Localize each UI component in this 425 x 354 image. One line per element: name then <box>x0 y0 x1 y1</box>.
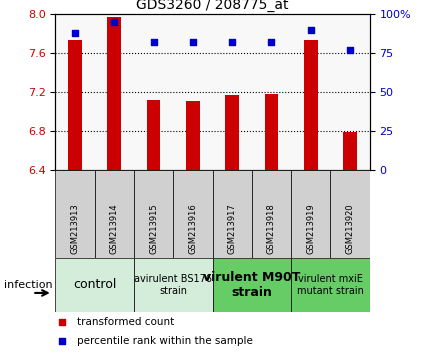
Text: GSM213913: GSM213913 <box>71 203 79 254</box>
Text: GSM213920: GSM213920 <box>346 203 354 254</box>
Text: GSM213915: GSM213915 <box>149 203 158 254</box>
Text: GSM213917: GSM213917 <box>228 203 237 254</box>
Bar <box>343 132 357 170</box>
Text: virulent M90T
strain: virulent M90T strain <box>203 271 300 299</box>
Bar <box>147 100 160 170</box>
Point <box>307 27 314 33</box>
Bar <box>212 170 252 258</box>
Bar <box>331 170 370 258</box>
Point <box>268 39 275 45</box>
Text: GSM213914: GSM213914 <box>110 203 119 254</box>
Bar <box>55 258 134 312</box>
Bar <box>304 40 317 170</box>
Text: virulent mxiE
mutant strain: virulent mxiE mutant strain <box>297 274 364 296</box>
Bar <box>225 95 239 170</box>
Bar <box>134 258 212 312</box>
Text: GSM213916: GSM213916 <box>188 203 197 254</box>
Point <box>190 39 196 45</box>
Bar <box>186 101 200 170</box>
Point <box>347 47 354 53</box>
Bar <box>291 170 331 258</box>
Text: avirulent BS176
strain: avirulent BS176 strain <box>134 274 212 296</box>
Point <box>58 319 65 325</box>
Point <box>229 39 235 45</box>
Text: transformed count: transformed count <box>77 317 175 327</box>
Text: GSM213919: GSM213919 <box>306 203 315 254</box>
Bar <box>173 170 212 258</box>
Bar <box>265 94 278 170</box>
Bar <box>134 170 173 258</box>
Bar <box>94 170 134 258</box>
Bar <box>68 40 82 170</box>
Bar <box>108 17 121 170</box>
Point <box>58 338 65 344</box>
Text: infection: infection <box>4 280 53 290</box>
Bar <box>212 258 291 312</box>
Bar <box>55 170 94 258</box>
Point <box>71 30 78 36</box>
Point <box>111 19 118 25</box>
Text: percentile rank within the sample: percentile rank within the sample <box>77 336 253 346</box>
Point <box>150 39 157 45</box>
Bar <box>291 258 370 312</box>
Text: GSM213918: GSM213918 <box>267 203 276 254</box>
Bar <box>252 170 291 258</box>
Title: GDS3260 / 208775_at: GDS3260 / 208775_at <box>136 0 289 12</box>
Text: control: control <box>73 279 116 291</box>
